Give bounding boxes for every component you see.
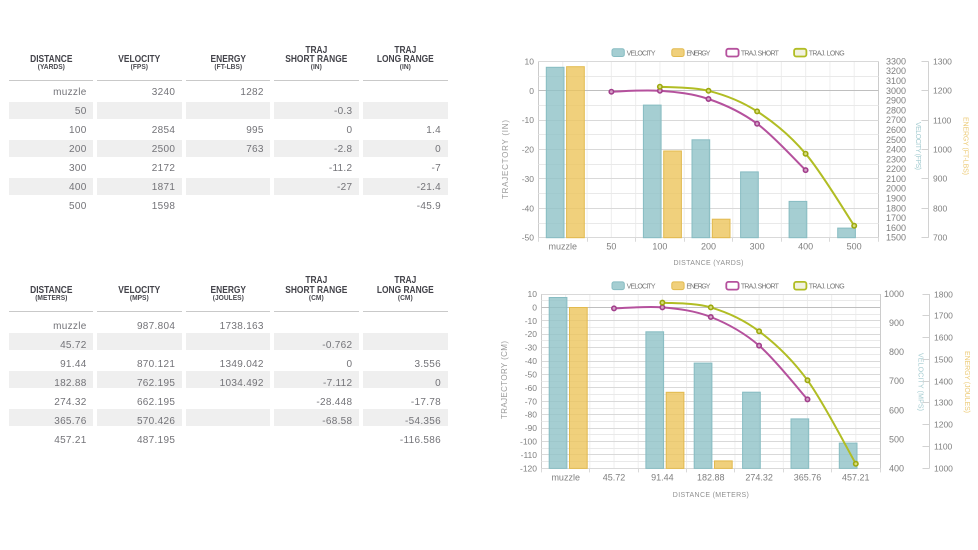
svg-text:800: 800 [889, 347, 904, 357]
svg-text:91.44: 91.44 [651, 472, 674, 482]
svg-text:-120: -120 [520, 463, 537, 473]
svg-text:VELOCITY: VELOCITY [627, 284, 656, 291]
svg-text:1700: 1700 [886, 213, 906, 223]
svg-text:50: 50 [606, 242, 616, 252]
svg-text:-50: -50 [522, 233, 535, 243]
svg-text:2200: 2200 [886, 164, 906, 174]
svg-text:1600: 1600 [886, 223, 906, 233]
svg-text:10: 10 [525, 56, 535, 66]
svg-text:TRAJECTORY (IN): TRAJECTORY (IN) [501, 120, 510, 199]
svg-text:274.32: 274.32 [745, 472, 773, 482]
svg-text:DISTANCE (YARDS): DISTANCE (YARDS) [674, 260, 744, 267]
svg-text:1800: 1800 [886, 203, 906, 213]
svg-text:TRAJ. LONG: TRAJ. LONG [809, 284, 845, 291]
svg-text:3100: 3100 [886, 76, 906, 86]
svg-text:muzzle: muzzle [551, 472, 580, 482]
svg-text:100: 100 [652, 242, 667, 252]
svg-text:ENERGY (FT-LBS): ENERGY (FT-LBS) [962, 117, 969, 175]
svg-text:700: 700 [933, 233, 947, 243]
svg-text:900: 900 [933, 174, 947, 184]
svg-text:900: 900 [889, 318, 904, 328]
svg-text:1400: 1400 [934, 377, 953, 387]
svg-text:182.88: 182.88 [697, 472, 725, 482]
svg-text:400: 400 [889, 463, 904, 473]
svg-text:-20: -20 [522, 145, 535, 155]
svg-text:2800: 2800 [886, 105, 906, 115]
svg-text:-100: -100 [520, 437, 537, 447]
svg-text:10: 10 [528, 289, 538, 299]
svg-text:ENERGY: ENERGY [686, 51, 710, 58]
svg-text:ENERGY (JOULES): ENERGY (JOULES) [963, 351, 970, 413]
svg-text:-20: -20 [525, 329, 538, 339]
svg-text:VELOCITY (FPS): VELOCITY (FPS) [914, 122, 921, 170]
svg-text:2500: 2500 [886, 135, 906, 145]
svg-text:0: 0 [532, 302, 537, 312]
svg-text:2100: 2100 [886, 174, 906, 184]
svg-text:2700: 2700 [886, 115, 906, 125]
svg-text:45.72: 45.72 [603, 472, 626, 482]
svg-text:DISTANCE (METERS): DISTANCE (METERS) [673, 492, 749, 499]
svg-text:600: 600 [889, 405, 904, 415]
svg-text:2600: 2600 [886, 125, 906, 135]
svg-text:365.76: 365.76 [794, 472, 822, 482]
svg-text:2400: 2400 [886, 145, 906, 155]
svg-text:-30: -30 [522, 174, 535, 184]
svg-text:TRAJ. SHORT: TRAJ. SHORT [741, 284, 780, 291]
svg-text:1000: 1000 [884, 289, 904, 299]
svg-text:300: 300 [750, 242, 765, 252]
svg-text:-60: -60 [525, 383, 538, 393]
svg-text:1300: 1300 [934, 398, 953, 408]
svg-text:1000: 1000 [933, 145, 952, 155]
svg-text:-110: -110 [521, 450, 538, 460]
svg-text:TRAJECTORY (CM): TRAJECTORY (CM) [500, 341, 509, 419]
svg-text:-80: -80 [525, 410, 538, 420]
svg-text:ENERGY: ENERGY [686, 284, 710, 291]
svg-text:1100: 1100 [933, 116, 952, 126]
svg-text:1200: 1200 [933, 86, 952, 96]
svg-text:1800: 1800 [934, 290, 953, 300]
svg-text:1900: 1900 [886, 194, 906, 204]
svg-text:2900: 2900 [886, 96, 906, 106]
svg-text:1000: 1000 [934, 464, 953, 474]
svg-text:-50: -50 [525, 370, 538, 380]
svg-text:200: 200 [701, 242, 716, 252]
svg-text:1200: 1200 [934, 420, 953, 430]
svg-text:VELOCITY: VELOCITY [627, 51, 656, 58]
svg-text:400: 400 [798, 242, 813, 252]
svg-text:-90: -90 [525, 423, 538, 433]
svg-text:0: 0 [529, 86, 534, 96]
svg-text:VELOCITY (MPS): VELOCITY (MPS) [917, 353, 924, 411]
svg-text:3200: 3200 [886, 66, 906, 76]
svg-text:1100: 1100 [934, 442, 953, 452]
svg-text:muzzle: muzzle [549, 242, 578, 252]
svg-text:-10: -10 [525, 316, 538, 326]
svg-text:800: 800 [933, 204, 947, 214]
svg-text:3300: 3300 [886, 56, 906, 66]
svg-text:700: 700 [889, 376, 904, 386]
svg-text:TRAJ. LONG: TRAJ. LONG [809, 51, 845, 58]
svg-text:-10: -10 [522, 115, 535, 125]
svg-text:-70: -70 [525, 396, 538, 406]
svg-text:1600: 1600 [934, 333, 953, 343]
svg-text:2300: 2300 [886, 154, 906, 164]
svg-text:-40: -40 [522, 203, 535, 213]
svg-text:1300: 1300 [933, 57, 952, 67]
svg-text:3000: 3000 [886, 86, 906, 96]
svg-text:1700: 1700 [934, 311, 953, 321]
svg-text:TRAJ. SHORT: TRAJ. SHORT [741, 51, 780, 58]
svg-text:500: 500 [889, 434, 904, 444]
svg-text:-40: -40 [525, 356, 538, 366]
svg-text:1500: 1500 [886, 233, 906, 243]
svg-text:457.21: 457.21 [842, 472, 870, 482]
svg-text:-30: -30 [525, 343, 538, 353]
svg-text:2000: 2000 [886, 184, 906, 194]
svg-text:500: 500 [847, 242, 862, 252]
svg-text:1500: 1500 [934, 355, 953, 365]
